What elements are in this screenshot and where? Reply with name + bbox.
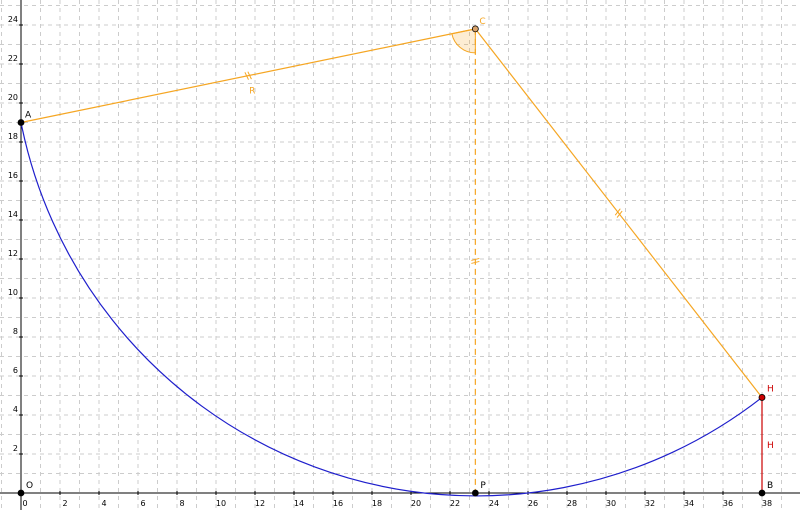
x-tick-label: 32 <box>645 499 655 508</box>
y-tick-label: 20 <box>8 93 18 102</box>
point-p[interactable] <box>471 489 479 497</box>
y-tick-label: 14 <box>8 210 18 219</box>
label-r: R <box>249 87 255 97</box>
point-o[interactable] <box>17 489 25 497</box>
x-tick-label: 36 <box>723 499 733 508</box>
x-tick-label: 4 <box>101 499 106 508</box>
x-tick-label: 2 <box>62 499 67 508</box>
x-tick-label: 28 <box>567 499 577 508</box>
x-tick-label: 26 <box>528 499 538 508</box>
x-tick-label: 14 <box>294 499 304 508</box>
tick-mark-cp <box>471 260 480 264</box>
x-tick-label: 6 <box>140 499 145 508</box>
angle-marker-c <box>451 28 476 54</box>
y-tick-label: 22 <box>8 54 18 63</box>
point-label-p: P <box>480 481 486 491</box>
tick-mark-ac <box>244 72 249 80</box>
x-tick-label: 34 <box>684 499 694 508</box>
x-tick-label: 20 <box>411 499 421 508</box>
tick-mark-ac <box>247 71 252 80</box>
y-tick-label: 2 <box>13 444 18 453</box>
tick-mark-ch <box>616 210 623 218</box>
y-tick-label: 24 <box>8 15 18 24</box>
y-tick-label: 8 <box>13 327 18 336</box>
tick-mark-ch <box>614 208 621 216</box>
point-label-b: B <box>767 481 773 491</box>
y-tick-label: 16 <box>8 171 18 180</box>
arc-ah[interactable] <box>20 122 763 497</box>
y-tick-label: 18 <box>8 132 18 141</box>
x-tick-label: 10 <box>216 499 226 508</box>
equal-length-marks <box>244 71 623 264</box>
x-tick-label: 38 <box>762 499 772 508</box>
y-tick-label: 10 <box>8 288 18 297</box>
segment-ac[interactable] <box>20 28 476 124</box>
point-label-o: O <box>26 481 33 491</box>
x-tick-label: 16 <box>333 499 343 508</box>
point-label-c: C <box>479 17 485 27</box>
x-tick-label: 24 <box>489 499 499 508</box>
y-tick-label: 4 <box>13 405 18 414</box>
segment-ch[interactable] <box>474 28 763 398</box>
point-label-a: A <box>25 111 32 121</box>
x-tick-label: 18 <box>372 499 382 508</box>
x-tick-label: 8 <box>179 499 184 508</box>
y-tick-label: 6 <box>13 366 18 375</box>
label-h: H <box>767 441 774 451</box>
x-tick-label: 0 <box>22 499 27 508</box>
point-b[interactable] <box>758 489 766 497</box>
x-tick-labels: 0 2 4 6 8 10 12 14 16 18 20 22 24 26 28 30 32 34 36 38 <box>22 491 772 508</box>
x-tick-label: 22 <box>450 499 460 508</box>
point-c[interactable] <box>471 25 479 33</box>
point-label-h: H <box>767 384 774 394</box>
y-tick-label: 12 <box>8 249 18 258</box>
x-tick-label: 12 <box>255 499 265 508</box>
tick-mark-cp <box>471 257 480 261</box>
point-a[interactable] <box>17 119 25 126</box>
point-h[interactable] <box>758 394 766 401</box>
x-tick-label: 30 <box>606 499 616 508</box>
